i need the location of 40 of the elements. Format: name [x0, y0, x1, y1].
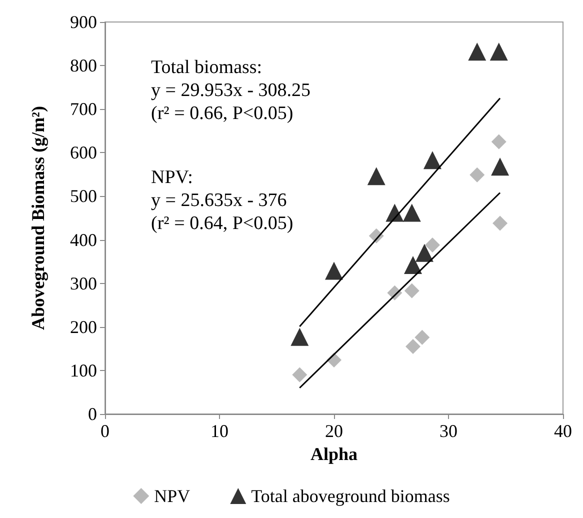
y-tick-label: 300 — [70, 273, 97, 294]
point — [404, 283, 420, 298]
y-tick-label: 100 — [70, 360, 97, 380]
point — [490, 42, 508, 61]
x-tick-label: 30 — [440, 421, 458, 441]
y-tick-label: 500 — [70, 186, 97, 206]
point — [468, 42, 486, 61]
y-tick-label: 0 — [88, 404, 97, 424]
point — [424, 238, 440, 253]
point — [491, 134, 506, 150]
point — [367, 167, 386, 186]
point — [292, 367, 308, 382]
point — [402, 204, 421, 222]
x-tick-label: 40 — [554, 421, 572, 441]
point — [406, 338, 421, 354]
point — [414, 330, 430, 345]
x-tick-label: 10 — [210, 421, 228, 441]
point — [404, 256, 422, 274]
point — [386, 204, 404, 222]
point — [470, 167, 485, 182]
annotation: Total biomass: y = 29.953x - 308.25 (r² = 0.66, P<0.05) — [151, 57, 311, 124]
y-tick-label: 200 — [70, 316, 97, 337]
point — [415, 244, 434, 262]
x-axis-title: Alpha — [310, 444, 358, 464]
y-axis-title: Aboveground Biomass (g/m²) — [28, 106, 48, 330]
y-tick-label: 400 — [70, 230, 97, 250]
point — [423, 151, 442, 170]
point — [492, 216, 508, 231]
y-tick-label: 700 — [70, 99, 97, 120]
legend-label: NPV — [154, 486, 190, 506]
x-tick-label: 0 — [100, 421, 110, 441]
point — [290, 328, 309, 346]
y-tick-label: 600 — [70, 142, 97, 163]
y-tick-label: 800 — [70, 56, 97, 76]
annotation: NPV: y = 25.635x - 376 (r² = 0.64, P<0.05) — [151, 167, 294, 234]
x-tick-label: 20 — [325, 421, 343, 441]
point — [325, 262, 343, 280]
y-tick-label: 900 — [70, 12, 97, 32]
point — [491, 158, 510, 176]
legend-label: Total aboveground biomass — [251, 486, 450, 506]
